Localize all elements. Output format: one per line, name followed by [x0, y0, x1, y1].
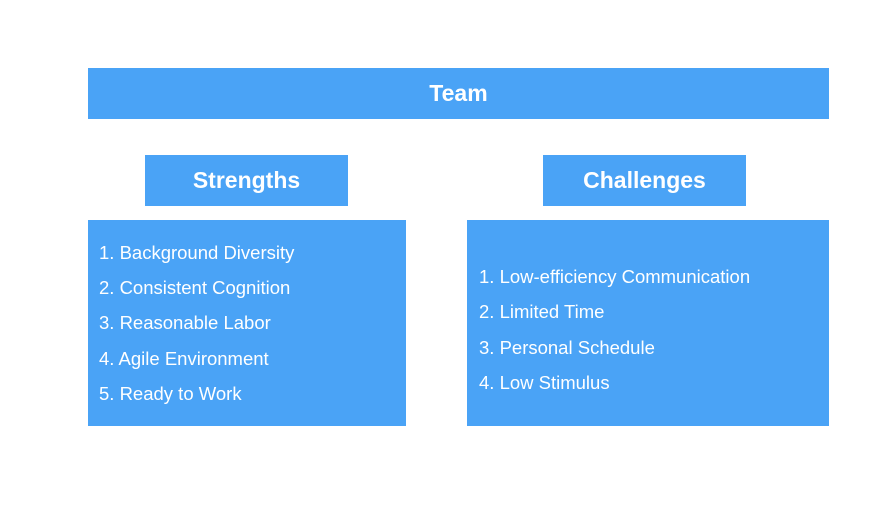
strengths-title: Strengths [192, 167, 301, 193]
strengths-header-box: Strengths [145, 155, 348, 206]
challenge-item: 4. Low Stimulus [479, 371, 610, 393]
challenges-title: Challenges [583, 167, 706, 193]
team-title: Team [429, 80, 488, 106]
strengths-list: 1. Background Diversity 2. Consistent Co… [99, 235, 406, 411]
challenges-list: 1. Low-efficiency Communication 2. Limit… [479, 259, 829, 400]
challenges-list-box: 1. Low-efficiency Communication 2. Limit… [467, 220, 829, 426]
challenge-item: 3. Personal Schedule [479, 336, 655, 358]
strengths-list-box: 1. Background Diversity 2. Consistent Co… [88, 220, 406, 426]
challenge-item: 1. Low-efficiency Communication [479, 266, 751, 287]
challenge-item: 2. Limited Time [479, 301, 605, 323]
team-header-box: Team [88, 68, 829, 119]
challenges-header-box: Challenges [543, 155, 746, 206]
strength-item: 3. Reasonable Labor [99, 312, 271, 334]
strength-item: 4. Agile Environment [99, 347, 269, 369]
strength-item: 2. Consistent Cognition [99, 277, 291, 299]
strength-item: 5. Ready to Work [99, 382, 242, 404]
strength-item: 1. Background Diversity [99, 241, 295, 263]
